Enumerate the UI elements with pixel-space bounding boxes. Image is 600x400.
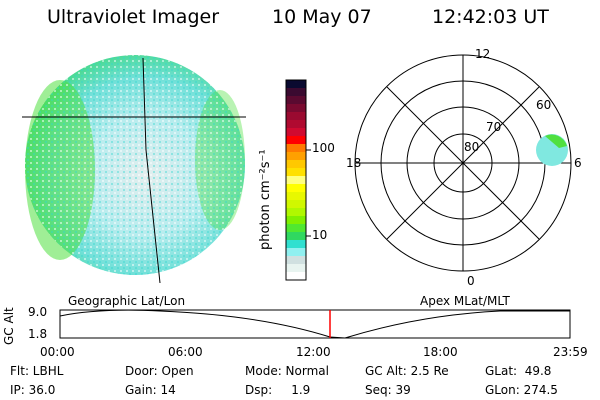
colorbar-band (286, 96, 306, 105)
polar-label-right: 6 (574, 156, 582, 170)
info-glat: GLat: 49.8 (485, 364, 552, 378)
colorbar-band (286, 272, 306, 281)
altitude-timeline (59, 309, 571, 339)
polar-label-top: 12 (475, 47, 491, 61)
y-tick: 9.0 (28, 305, 48, 319)
colorbar-unit: photon cm⁻²s⁻¹ (258, 149, 273, 250)
info-seq: Seq: 39 (365, 383, 411, 397)
info-ip: IP: 36.0 (10, 383, 56, 397)
info-dsp: Dsp: 1.9 (245, 383, 311, 397)
colorbar-band (286, 240, 306, 249)
x-tick: 18:00 (423, 345, 458, 359)
colorbar-band (286, 176, 306, 185)
info-mode: Mode: Normal (245, 364, 329, 378)
colorbar-band (286, 208, 306, 217)
colorbar-band (286, 144, 306, 153)
timeline-right-title: Apex MLat/MLT (420, 294, 510, 308)
app-title: Ultraviolet Imager (47, 6, 220, 28)
colorbar-band (286, 112, 306, 121)
colorbar-band (286, 168, 306, 177)
info-glon: GLon: 274.5 (485, 383, 558, 397)
colorbar-band (286, 88, 306, 97)
colorbar-band (286, 224, 306, 233)
timeline-y-label: GC Alt (2, 307, 16, 345)
longitude-line (142, 57, 161, 284)
colorbar-band (286, 232, 306, 241)
colorbar-band (286, 248, 306, 257)
colorbar-band (286, 160, 306, 169)
colorbar-band (286, 128, 306, 137)
info-door: Door: Open (125, 364, 194, 378)
timeline-left-title: Geographic Lat/Lon (68, 294, 186, 308)
info-gain: Gain: 14 (125, 383, 176, 397)
polar-label-bottom: 0 (467, 274, 475, 288)
polar-ring-label: 60 (536, 98, 552, 112)
colorbar-band (286, 184, 306, 193)
colorbar-band (286, 152, 306, 161)
polar-ring-label: 70 (486, 120, 502, 134)
x-tick: 23:59 (553, 345, 588, 359)
x-tick: 06:00 (168, 345, 203, 359)
colorbar-band (286, 264, 306, 273)
info-gc-alt: GC Alt: 2.5 Re (365, 364, 449, 378)
y-tick: 1.8 (28, 327, 48, 341)
colorbar (285, 79, 311, 281)
colorbar-band (286, 192, 306, 201)
x-tick: 12:00 (296, 345, 331, 359)
colorbar-frame (285, 79, 307, 281)
polar-ring-label: 80 (464, 140, 480, 154)
earth-image (22, 55, 246, 284)
date: 10 May 07 (272, 6, 372, 28)
polar-label-left: 18 (346, 156, 362, 170)
colorbar-band (286, 200, 306, 209)
x-tick: 00:00 (40, 345, 75, 359)
colorbar-tick: 10 (312, 228, 328, 242)
colorbar-tick: 100 (312, 141, 335, 155)
colorbar-band (286, 104, 306, 113)
time: 12:42:03 UT (432, 6, 549, 28)
info-filter: Flt: LBHL (10, 364, 64, 378)
colorbar-band (286, 256, 306, 265)
colorbar-band (286, 136, 306, 145)
polar-plot (354, 54, 572, 272)
colorbar-band (286, 120, 306, 129)
colorbar-band (286, 216, 306, 225)
colorbar-band (286, 80, 306, 89)
